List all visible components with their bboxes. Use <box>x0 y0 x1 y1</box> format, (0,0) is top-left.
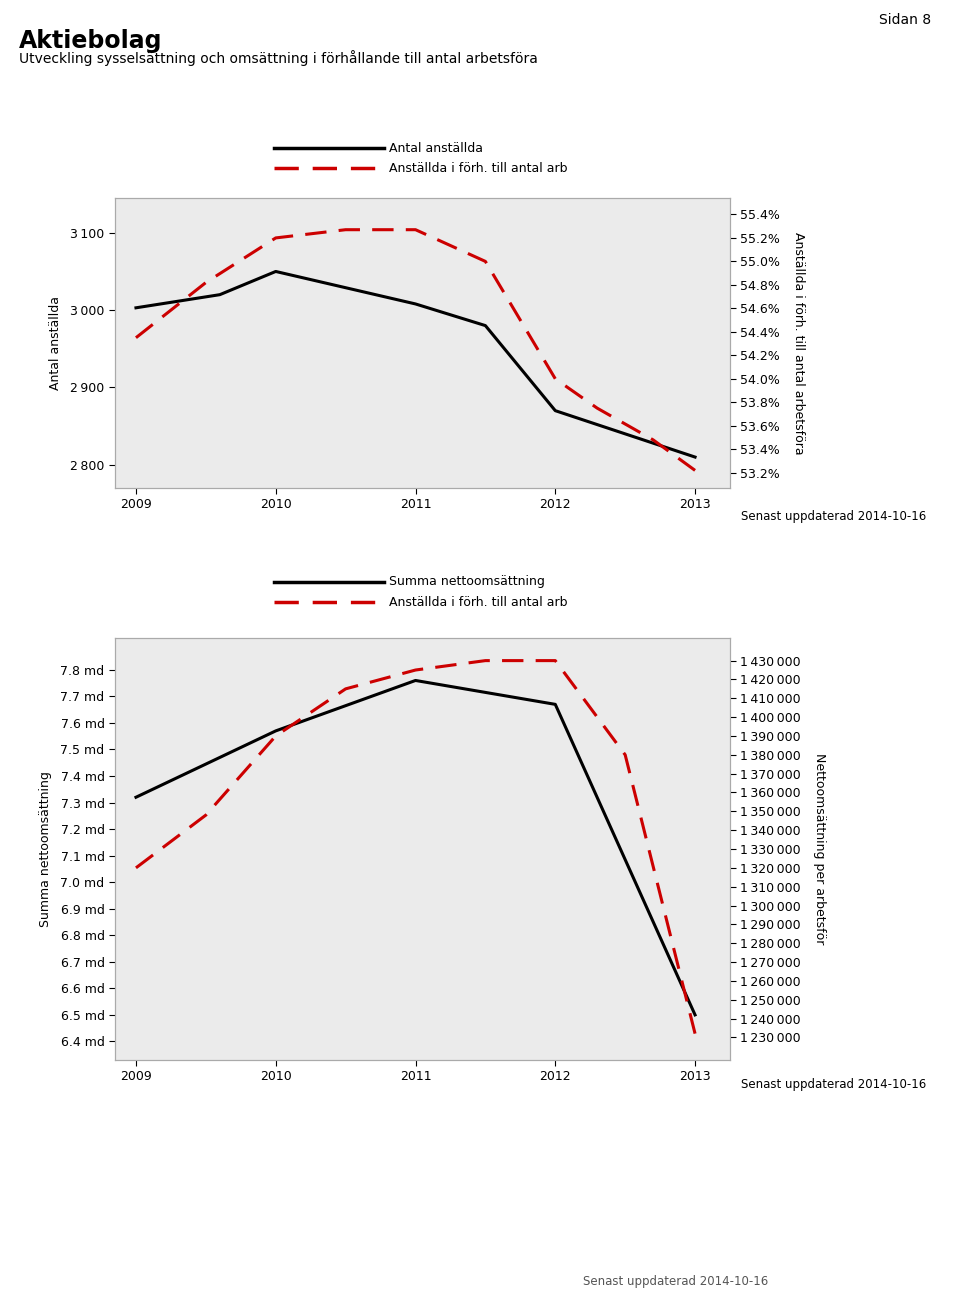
Text: Summa nettoomsättning: Summa nettoomsättning <box>389 576 544 589</box>
Y-axis label: Summa nettoomsättning: Summa nettoomsättning <box>39 771 52 927</box>
Text: Sidan 8: Sidan 8 <box>879 13 931 27</box>
Text: Aktiebolag: Aktiebolag <box>19 29 162 52</box>
Text: Anställda i förh. till antal arb: Anställda i förh. till antal arb <box>389 162 567 175</box>
Y-axis label: Anställda i förh. till antal arbetsföra: Anställda i förh. till antal arbetsföra <box>792 231 805 454</box>
Y-axis label: Nettoomsättning per arbetsför: Nettoomsättning per arbetsför <box>813 754 827 944</box>
Text: Antal anställda: Antal anställda <box>389 141 483 154</box>
Text: Senast uppdaterad 2014-10-16: Senast uppdaterad 2014-10-16 <box>741 1077 926 1091</box>
Text: Senast uppdaterad 2014-10-16: Senast uppdaterad 2014-10-16 <box>741 511 926 522</box>
Text: Anställda i förh. till antal arb: Anställda i förh. till antal arb <box>389 596 567 609</box>
Y-axis label: Antal anställda: Antal anställda <box>49 296 61 390</box>
Text: Senast uppdaterad 2014-10-16: Senast uppdaterad 2014-10-16 <box>583 1275 768 1288</box>
Text: Utveckling sysselsättning och omsättning i förhållande till antal arbetsföra: Utveckling sysselsättning och omsättning… <box>19 50 538 65</box>
